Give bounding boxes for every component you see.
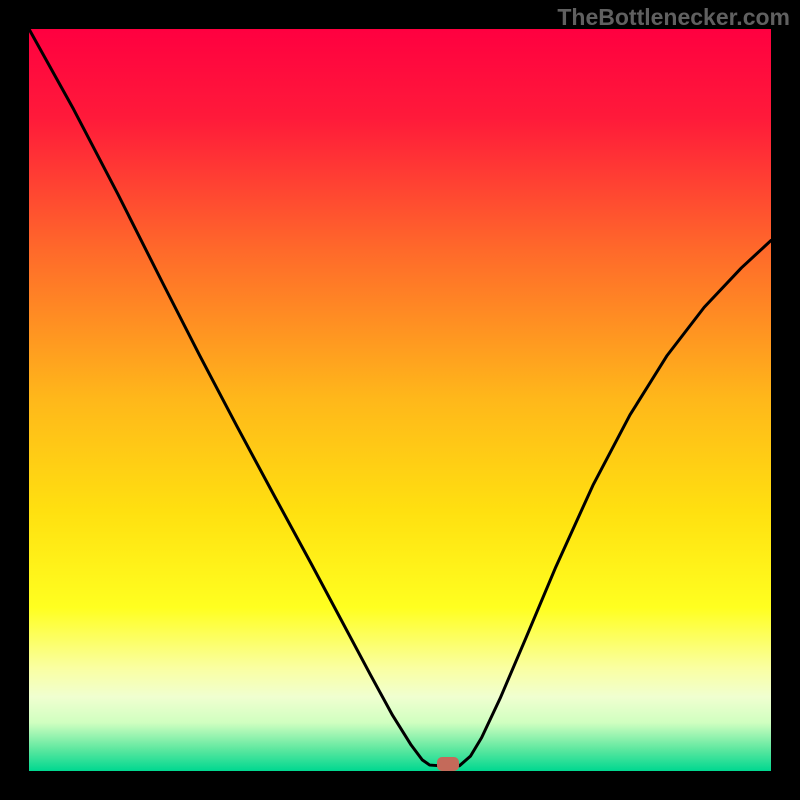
bottleneck-curve xyxy=(29,29,771,771)
optimal-point-marker xyxy=(437,757,459,771)
watermark-text: TheBottlenecker.com xyxy=(557,4,790,31)
plot-area xyxy=(29,29,771,771)
chart-container: TheBottlenecker.com xyxy=(0,0,800,800)
